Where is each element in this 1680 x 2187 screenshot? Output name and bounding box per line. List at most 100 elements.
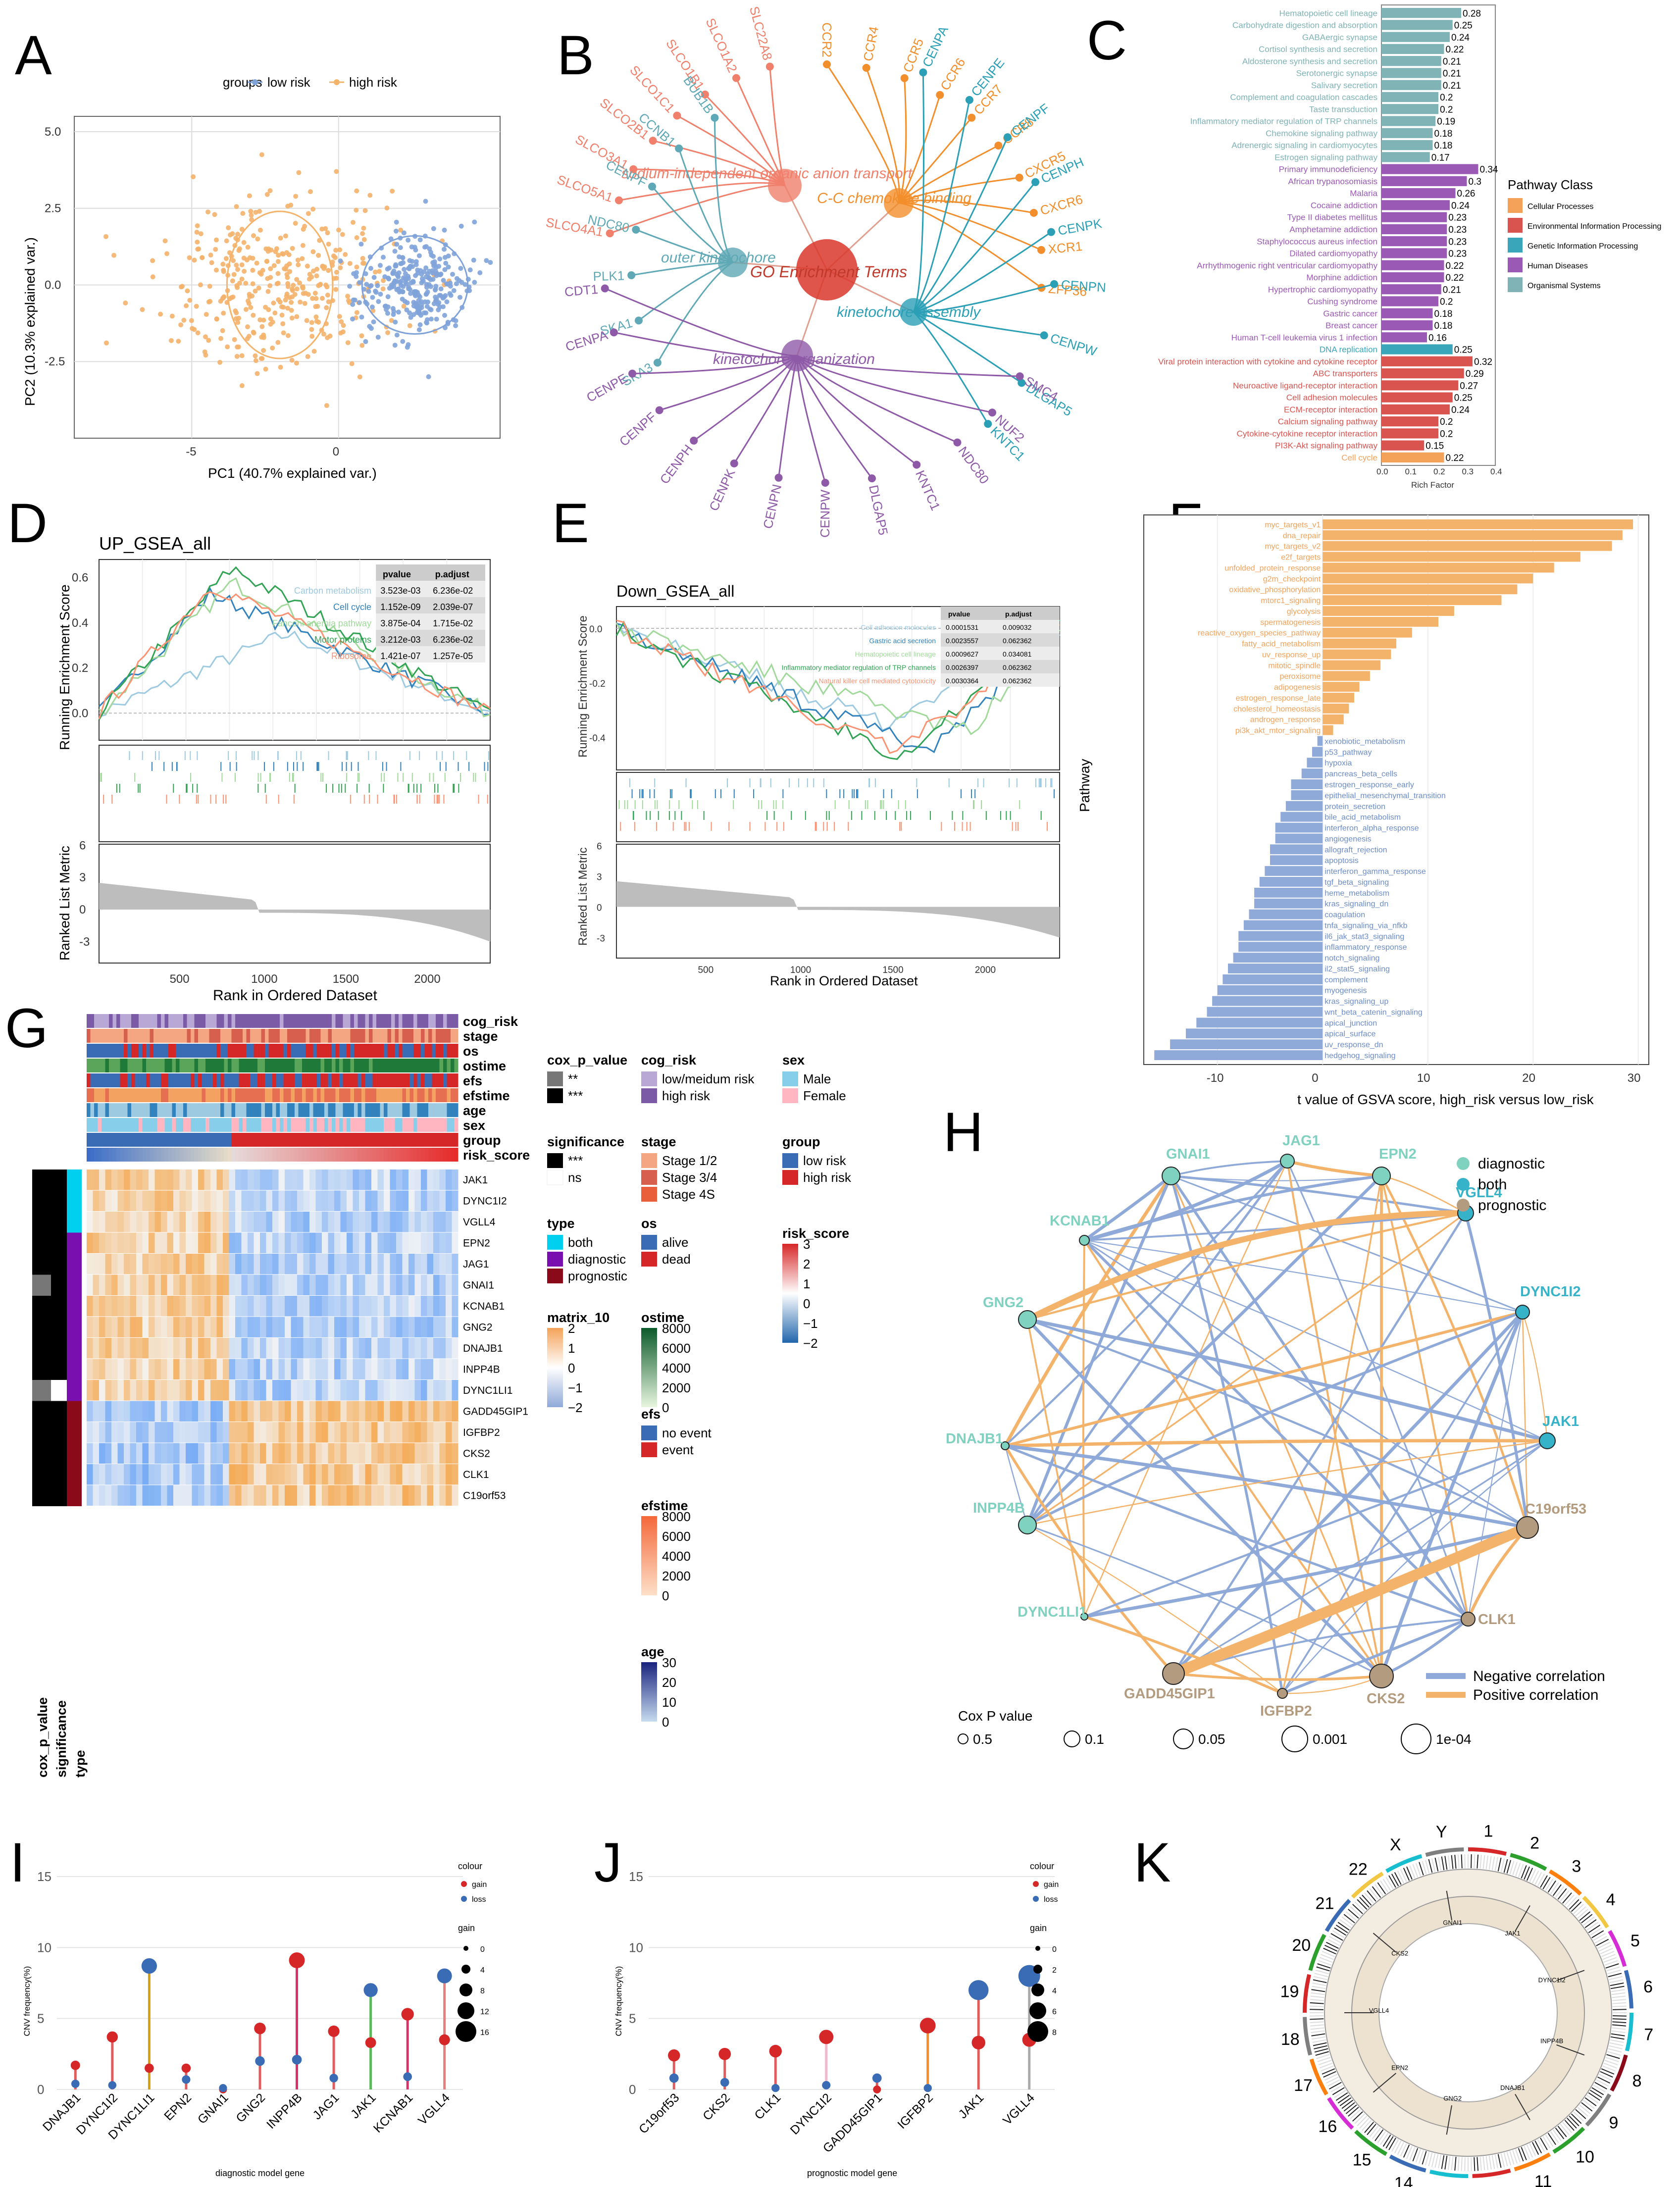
heatmap-cell	[315, 1317, 322, 1337]
cnv-y-tick: 15	[629, 1869, 643, 1884]
kegg-bar	[1381, 116, 1436, 126]
heatmap-cell	[433, 1232, 440, 1253]
heatmap-annotation-cell	[350, 1148, 355, 1162]
heatmap-annotation-cell	[268, 1118, 273, 1132]
kegg-bar	[1381, 8, 1461, 18]
heatmap-annotation-cell	[391, 1133, 395, 1147]
pca-point-high-risk	[264, 258, 270, 264]
kegg-category-label: Staphylococcus aureus infection	[1257, 237, 1377, 246]
gsva-bar	[1323, 703, 1349, 713]
heatmap-cell	[216, 1317, 223, 1337]
gsva-bar	[1323, 573, 1533, 584]
heatmap-cell	[87, 1296, 93, 1317]
heatmap-annotation-cell	[406, 1103, 410, 1117]
heatmap-cell	[173, 1232, 180, 1253]
heatmap-annotation-cell	[369, 1148, 373, 1162]
circos-chromosome-arc	[1608, 1930, 1627, 1967]
heatmap-cell	[93, 1401, 100, 1422]
heatmap-annotation-cell	[295, 1073, 299, 1087]
gsea-ranked-metric-area	[99, 883, 490, 942]
heatmap-annotation-cell	[298, 1014, 303, 1028]
heatmap-annotation-cell	[198, 1059, 202, 1072]
heatmap-annotation-cell	[280, 1148, 284, 1162]
kegg-bar-value: 0.24	[1451, 405, 1470, 415]
heatmap-cell	[377, 1485, 384, 1506]
network-edge	[1005, 1444, 1469, 1621]
heatmap-cell	[254, 1338, 260, 1359]
heatmap-cell	[154, 1317, 161, 1337]
heatmap-cell	[186, 1170, 192, 1190]
gsea-table-gene-set: Cell adhesion molecules	[861, 623, 936, 631]
cox-legend-label: 0.05	[1198, 1731, 1225, 1747]
circos-ideogram-band	[1579, 2104, 1591, 2114]
heatmap-annotation-cell	[109, 1148, 113, 1162]
heatmap-cell	[149, 1380, 155, 1401]
heatmap-annotation-cell	[124, 1148, 128, 1162]
heatmap-annotation-label: sex	[463, 1118, 485, 1133]
heatmap-annotation-cell	[94, 1044, 98, 1058]
pca-point-low-risk	[396, 309, 401, 315]
circos-ideogram-band	[1573, 1904, 1584, 1914]
heatmap-cell	[347, 1232, 353, 1253]
heatmap-cell	[452, 1317, 458, 1337]
pca-point-high-risk	[302, 224, 307, 229]
heatmap-annotation-cell	[328, 1059, 332, 1072]
heatmap-cell	[179, 1338, 186, 1359]
heatmap-cell	[111, 1190, 118, 1211]
gsea-table-row-bg	[941, 647, 1060, 660]
heatmap-cell	[260, 1317, 266, 1337]
circos-gene-tick	[1515, 1905, 1530, 1932]
heatmap-cell	[446, 1422, 452, 1443]
heatmap-cell	[377, 1170, 384, 1190]
heatmap-cell	[414, 1443, 421, 1464]
heatmap-cell	[254, 1274, 260, 1295]
heatmap-cell	[309, 1296, 316, 1317]
heatmap-cell	[167, 1443, 174, 1464]
heatmap-cell	[117, 1401, 124, 1422]
heatmap-annotation-cell	[428, 1118, 432, 1132]
gsva-pathway-label: reactive_oxygen_species_pathway	[1198, 629, 1321, 638]
heatmap-annotation-cell	[168, 1044, 172, 1058]
heatmap-cell	[216, 1170, 223, 1190]
network-edge	[1173, 1440, 1548, 1675]
pca-point-high-risk	[300, 256, 305, 261]
go-gene-node	[649, 137, 657, 145]
heatmap-annotation-cell	[98, 1014, 102, 1028]
pca-point-high-risk	[245, 324, 251, 330]
heatmap-annotation-cell	[105, 1059, 109, 1072]
heatmap-cell	[87, 1317, 93, 1337]
pca-point-high-risk	[150, 274, 155, 280]
heatmap-cell	[241, 1170, 248, 1190]
gsva-pathway-label: wnt_beta_catenin_signaling	[1324, 1008, 1422, 1017]
panel-b-go-network: SLCO4A1SLCO5A1SLCO3A1SLCO2B1SLCO1C1SLCO1…	[545, 5, 1107, 538]
heatmap-scale-tick: 1	[568, 1341, 575, 1356]
heatmap-cell	[149, 1485, 155, 1506]
heatmap-cell	[365, 1232, 372, 1253]
kegg-bar	[1381, 80, 1441, 90]
pca-point-high-risk	[333, 255, 338, 260]
heatmap-cell	[427, 1401, 434, 1422]
heatmap-annotation-cell	[243, 1118, 247, 1132]
heatmap-annotation-cell	[150, 1059, 154, 1072]
circos-ideogram-band	[1605, 1963, 1619, 1969]
heatmap-annotation-cell	[187, 1014, 191, 1028]
kegg-bar	[1381, 236, 1447, 247]
heatmap-legend-label: ***	[568, 1088, 583, 1103]
pca-point-high-risk	[234, 310, 239, 315]
pca-point-high-risk	[234, 262, 239, 268]
cnv-loss-point	[403, 2072, 412, 2081]
circos-gene-tick	[1446, 1890, 1452, 1921]
pca-point-high-risk	[313, 314, 319, 320]
cnv-x-tick: DYNC1I2	[788, 2090, 834, 2137]
heatmap-annotation-cell	[332, 1029, 336, 1043]
heatmap-annotation-cell	[90, 1014, 95, 1028]
heatmap-cell	[439, 1359, 446, 1379]
circos-ideogram-band	[1357, 1899, 1368, 1910]
cnv-loss-point	[771, 2084, 780, 2092]
circos-ideogram-band	[1312, 2039, 1326, 2043]
heatmap-cell	[216, 1359, 223, 1379]
gsva-bar	[1323, 693, 1354, 703]
pca-point-low-risk	[458, 266, 463, 271]
heatmap-cell	[136, 1296, 143, 1317]
heatmap-annotation-cell	[172, 1059, 176, 1072]
